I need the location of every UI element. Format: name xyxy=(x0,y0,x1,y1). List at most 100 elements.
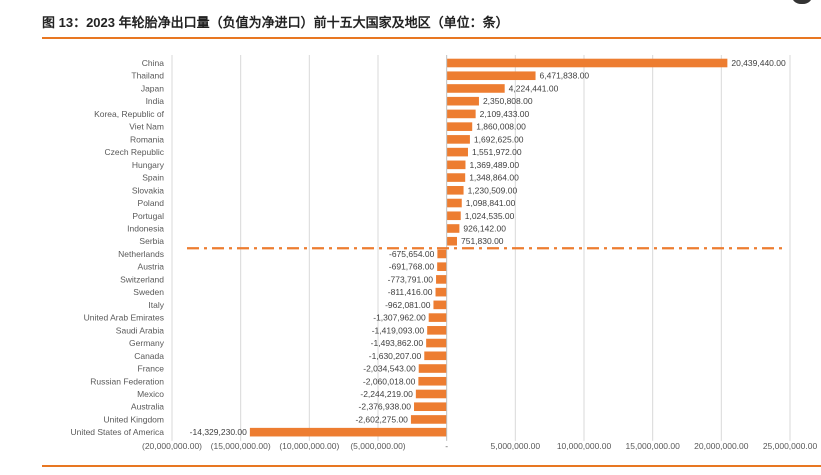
data-label: 20,439,440.00 xyxy=(731,58,786,68)
bar xyxy=(446,84,505,93)
category-label: Indonesia xyxy=(127,223,164,233)
x-tick-label: (20,000,000.00) xyxy=(142,441,202,451)
data-label: 1,551,972.00 xyxy=(472,147,522,157)
x-tick-label: 25,000,000.00 xyxy=(763,441,818,451)
data-label: -1,630,207.00 xyxy=(369,351,422,361)
x-tick-label: - xyxy=(445,441,448,451)
x-tick-label: 10,000,000.00 xyxy=(557,441,612,451)
category-label: Czech Republic xyxy=(104,147,164,157)
data-label: -691,768.00 xyxy=(389,262,435,272)
bar xyxy=(446,173,466,182)
x-tick-label: (5,000,000.00) xyxy=(350,441,405,451)
data-label: 2,350,808.00 xyxy=(483,96,533,106)
category-label: Netherlands xyxy=(118,249,164,259)
data-label: -962,081.00 xyxy=(385,300,431,310)
category-label: United Kingdom xyxy=(104,414,164,424)
category-label: Japan xyxy=(141,83,164,93)
bar xyxy=(435,287,447,297)
category-label: Sweden xyxy=(133,287,164,297)
category-label: France xyxy=(138,364,165,374)
category-label: Russian Federation xyxy=(90,376,164,386)
category-label: Italy xyxy=(148,300,164,310)
bar xyxy=(249,427,447,437)
chart-title: 图 13：2023 年轮胎净出口量（负值为净进口）前十五大国家及地区（单位：条） xyxy=(42,15,509,30)
bar xyxy=(446,135,470,144)
bar xyxy=(415,389,447,399)
bar xyxy=(426,338,447,348)
data-label: -1,493,862.00 xyxy=(371,338,424,348)
data-label: 926,142.00 xyxy=(463,223,506,233)
x-tick-label: 15,000,000.00 xyxy=(625,441,680,451)
x-tick-label: 20,000,000.00 xyxy=(694,441,749,451)
data-label: 751,830.00 xyxy=(461,236,504,246)
bar xyxy=(446,147,468,157)
bar xyxy=(446,198,462,208)
title-rule xyxy=(42,37,821,39)
category-label: Mexico xyxy=(137,389,164,399)
category-label: United Arab Emirates xyxy=(84,313,164,323)
data-label: 1,692,625.00 xyxy=(474,134,524,144)
bar xyxy=(437,262,447,271)
bar xyxy=(437,249,447,259)
data-label: 1,230,509.00 xyxy=(468,185,518,195)
category-label: Serbia xyxy=(139,236,164,246)
data-label: 1,024,535.00 xyxy=(465,211,515,221)
data-label: -14,329,230.00 xyxy=(190,427,247,437)
category-label: United States of America xyxy=(70,427,164,437)
bar xyxy=(446,96,479,106)
data-label: 1,860,008.00 xyxy=(476,122,526,132)
data-label: -2,376,938.00 xyxy=(359,402,412,412)
bar xyxy=(446,236,457,246)
category-label: Romania xyxy=(130,134,164,144)
bar xyxy=(446,71,536,81)
x-tick-label: (15,000,000.00) xyxy=(211,441,271,451)
footer-rule xyxy=(42,465,821,467)
category-label: Saudi Arabia xyxy=(116,325,164,335)
category-label: Germany xyxy=(129,338,165,348)
bar xyxy=(418,376,447,386)
bar xyxy=(446,224,460,233)
data-label: -2,034,543.00 xyxy=(363,364,416,374)
bar xyxy=(414,402,447,412)
bar xyxy=(427,326,447,335)
category-label: Korea, Republic of xyxy=(94,109,165,119)
category-label: Spain xyxy=(142,173,164,183)
data-label: -1,307,962.00 xyxy=(373,313,426,323)
data-label: -811,416.00 xyxy=(388,287,433,297)
data-label: 6,471,838.00 xyxy=(540,71,590,81)
category-label: Switzerland xyxy=(120,274,164,284)
category-label: Australia xyxy=(131,402,164,412)
category-label: Canada xyxy=(134,351,164,361)
bar xyxy=(436,275,447,284)
bar xyxy=(418,364,447,373)
category-label: Viet Nam xyxy=(129,122,164,132)
data-label: 2,109,433.00 xyxy=(480,109,530,119)
bar xyxy=(424,351,447,361)
data-label: 4,224,441.00 xyxy=(509,83,559,93)
bar xyxy=(446,211,461,221)
category-label: Portugal xyxy=(132,211,164,221)
x-tick-label: (10,000,000.00) xyxy=(279,441,339,451)
bar xyxy=(446,122,473,131)
data-label: 1,098,841.00 xyxy=(466,198,516,208)
category-label: Slovakia xyxy=(132,185,164,195)
data-label: -1,419,093.00 xyxy=(372,325,425,335)
bar xyxy=(446,58,728,68)
data-label: 1,348,864.00 xyxy=(469,173,519,183)
category-label: Thailand xyxy=(131,71,164,81)
data-label: -2,060,018.00 xyxy=(363,376,416,386)
data-label: -773,791.00 xyxy=(388,274,434,284)
category-label: China xyxy=(142,58,164,68)
logo-mark xyxy=(791,0,813,4)
bar xyxy=(410,415,447,424)
category-label: Austria xyxy=(138,262,165,272)
data-label: -675,654.00 xyxy=(389,249,435,259)
data-label: -2,244,219.00 xyxy=(360,389,413,399)
category-label: India xyxy=(146,96,165,106)
bar xyxy=(446,186,464,195)
bar xyxy=(433,300,447,310)
category-label: Poland xyxy=(138,198,165,208)
data-label: -2,602,275.00 xyxy=(355,414,408,424)
bar xyxy=(446,160,466,170)
